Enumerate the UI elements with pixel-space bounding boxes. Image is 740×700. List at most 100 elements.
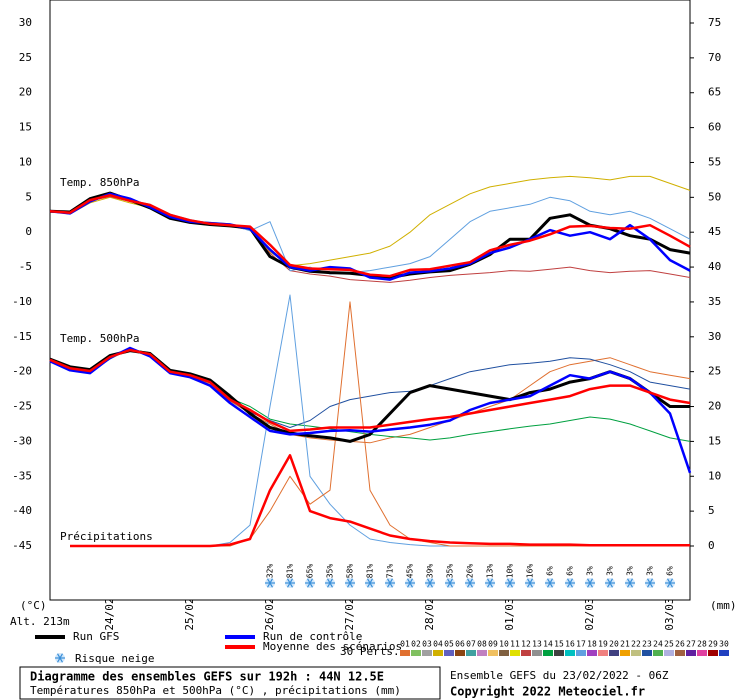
series-line — [49, 348, 691, 433]
flake-arm — [386, 578, 394, 588]
snow-icon — [605, 578, 615, 588]
y-axis-label: (°C) — [20, 599, 47, 612]
member-swatch — [554, 650, 564, 656]
snow-icon — [265, 578, 275, 588]
member-label: 12 — [521, 640, 531, 649]
member-swatch — [455, 650, 465, 656]
flake-arm — [606, 578, 614, 588]
member-label: 14 — [543, 640, 553, 649]
member-swatch — [697, 650, 707, 656]
y-tick-label: 15 — [19, 121, 32, 134]
snow-label: 81% — [286, 564, 295, 579]
snow-icon — [305, 578, 315, 588]
member-label: 30 — [719, 640, 729, 649]
annotation: Temp. 500hPa — [60, 332, 139, 345]
member-label: 10 — [499, 640, 509, 649]
member-swatch — [400, 650, 410, 656]
member-swatch — [598, 650, 608, 656]
snow-label: 32% — [266, 564, 275, 579]
member-label: 16 — [565, 640, 575, 649]
member-label: 13 — [532, 640, 542, 649]
y-tick-label: -5 — [19, 260, 32, 273]
member-label: 09 — [488, 640, 498, 649]
y2-axis-label: (mm) — [710, 599, 737, 612]
flake-arm — [406, 578, 414, 588]
member-swatch — [499, 650, 509, 656]
member-label: 26 — [675, 640, 685, 649]
snow-label: 3% — [646, 566, 655, 576]
member-label: 08 — [477, 640, 487, 649]
member-swatch — [565, 650, 575, 656]
snow-label: 35% — [326, 564, 335, 579]
member-swatch — [719, 650, 729, 656]
y2-tick-label: 30 — [708, 330, 721, 343]
y2-tick-label: 45 — [708, 225, 721, 238]
y-tick-label: -35 — [12, 469, 32, 482]
snow-label: 3% — [586, 566, 595, 576]
title-box — [19, 666, 441, 700]
member-swatch — [609, 650, 619, 656]
member-label: 21 — [620, 640, 630, 649]
flake-arm — [626, 578, 634, 588]
snow-label: 6% — [566, 566, 575, 576]
member-swatch — [521, 650, 531, 656]
flake-arm — [366, 578, 374, 588]
snow-label: 16% — [526, 564, 535, 579]
y-tick-label: 10 — [19, 155, 32, 168]
snow-icon — [585, 578, 595, 588]
x-tick-label: 28/02 — [423, 597, 436, 630]
member-label: 29 — [708, 640, 718, 649]
member-label: 24 — [653, 640, 663, 649]
annotation: Précipitations — [60, 530, 153, 543]
x-tick-label: 26/02 — [263, 597, 276, 630]
y-tick-label: -10 — [12, 295, 32, 308]
member-label: 25 — [664, 640, 674, 649]
flake-arm — [306, 578, 314, 588]
legend-label: Run de contrôle — [263, 630, 362, 643]
member-swatch — [675, 650, 685, 656]
copyright: Copyright 2022 Meteociel.fr — [450, 685, 645, 699]
snow-label: 3% — [626, 566, 635, 576]
snow-icon — [485, 578, 495, 588]
y-tick-label: -15 — [12, 330, 32, 343]
member-label: 20 — [609, 640, 619, 649]
member-label: 01 — [400, 640, 410, 649]
x-tick-label: 01/03 — [503, 597, 516, 630]
member-swatch — [708, 650, 718, 656]
chart-subtitle: Températures 850hPa et 500hPa (°C) , pré… — [30, 684, 401, 697]
snow-icon — [525, 578, 535, 588]
member-swatch — [587, 650, 597, 656]
flake-arm — [326, 578, 334, 588]
snow-icon — [325, 578, 335, 588]
y2-tick-label: 10 — [708, 469, 721, 482]
y-tick-label: 20 — [19, 86, 32, 99]
member-swatch — [477, 650, 487, 656]
flake-arm — [506, 578, 514, 588]
member-swatch — [631, 650, 641, 656]
x-tick-label: 25/02 — [183, 597, 196, 630]
member-label: 05 — [444, 640, 454, 649]
snow-icon — [465, 578, 475, 588]
snow-label: 45% — [406, 564, 415, 579]
flake-arm — [446, 578, 454, 588]
snow-icon — [425, 578, 435, 588]
y2-tick-label: 60 — [708, 121, 721, 134]
flake-arm — [546, 578, 554, 588]
y2-tick-label: 35 — [708, 295, 721, 308]
y2-tick-label: 20 — [708, 400, 721, 413]
snow-icon — [365, 578, 375, 588]
member-swatch — [686, 650, 696, 656]
member-label: 17 — [576, 640, 586, 649]
member-swatch — [532, 650, 542, 656]
member-swatch — [642, 650, 652, 656]
member-label: 19 — [598, 640, 608, 649]
member-swatch — [576, 650, 586, 656]
snow-label: 3% — [606, 566, 615, 576]
member-label: 23 — [642, 640, 652, 649]
flake-arm — [426, 578, 434, 588]
flake-arm — [586, 578, 594, 588]
altitude: Alt. 213m — [10, 615, 70, 628]
y2-tick-label: 70 — [708, 51, 721, 64]
x-tick-label: 27/02 — [343, 597, 356, 630]
